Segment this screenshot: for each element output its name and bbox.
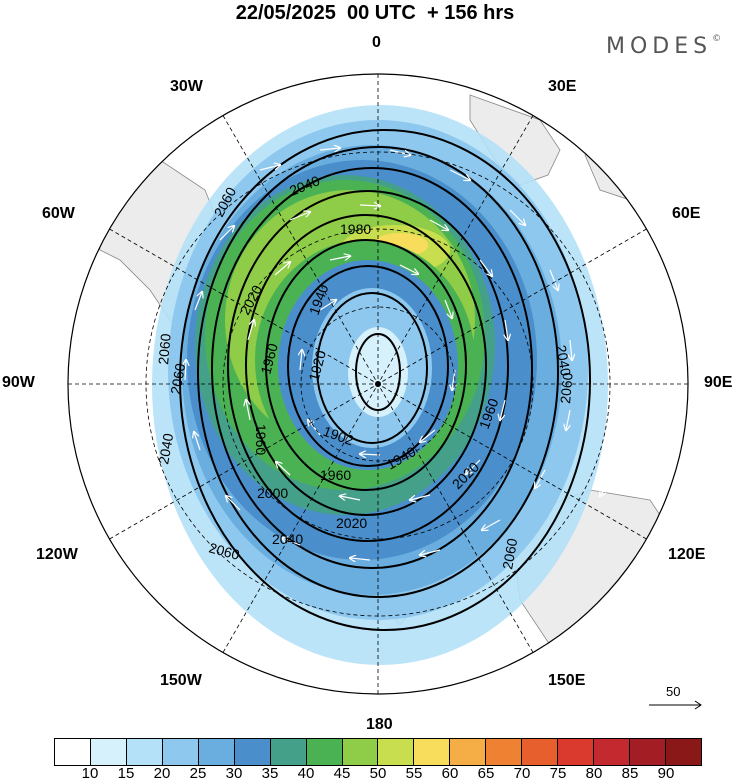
- colorbar-tick-label: 40: [297, 765, 315, 782]
- polar-map: 2060 2040 1980 2020 1940 1920 1960 2060 …: [67, 73, 689, 695]
- contour-label: 2060: [499, 537, 520, 571]
- lon-label-0: 0: [372, 34, 381, 51]
- colorbar-segment: [486, 739, 523, 765]
- colorbar-tick-label: 35: [261, 765, 279, 782]
- lon-label-30e: 30E: [548, 78, 577, 95]
- contour-label: 1920: [305, 348, 329, 382]
- lon-label-60w: 60W: [42, 205, 75, 222]
- contour-label: 2020: [336, 515, 367, 531]
- map-body: [68, 74, 688, 694]
- colorbar-tick-label: 30: [225, 765, 243, 782]
- lon-label-60e: 60E: [672, 205, 701, 222]
- colorbar-ticks: 10 15 20 25 30 35 40 45 50 55 60 65 70 75 80 85 90: [54, 766, 702, 782]
- contour-label: 1960: [253, 424, 269, 455]
- colorbar-segment: [162, 739, 199, 765]
- colorbar-segment: [450, 739, 487, 765]
- contour-label: 2040: [155, 432, 176, 466]
- colorbar-tick-label: 70: [513, 765, 531, 782]
- contour-label: 2060: [557, 372, 576, 405]
- colorbar-tick-label: 45: [333, 765, 351, 782]
- colorbar-tick-label: 10: [81, 765, 99, 782]
- colorbar-segment: [198, 739, 235, 765]
- pole-marker: [375, 381, 381, 387]
- colorbar-tick-label: 15: [117, 765, 135, 782]
- colorbar-tick-label: 20: [153, 765, 171, 782]
- lon-label-150e: 150E: [548, 672, 586, 689]
- contour-label: 1980: [340, 221, 371, 237]
- lon-label-120w: 120W: [36, 546, 78, 563]
- colorbar-segment: [594, 739, 630, 765]
- colorbar-tick-label: 65: [477, 765, 495, 782]
- contour-label: 2060: [207, 539, 241, 563]
- colorbar-segment: [522, 739, 559, 765]
- contour-label: 2040: [272, 531, 303, 547]
- colorbar-tick-label: 90: [657, 765, 675, 782]
- colorbar-segment: [55, 739, 91, 765]
- wind-vectors: [99, 148, 640, 572]
- lon-label-90e: 90E: [704, 374, 733, 391]
- colorbar-tick-label: 25: [189, 765, 207, 782]
- map-boundary: [67, 73, 689, 695]
- colorbar-segment: [665, 739, 701, 765]
- contour-label: 2060: [167, 362, 188, 396]
- colorbar-segment: [90, 739, 127, 765]
- lon-label-30w: 30W: [170, 78, 203, 95]
- colorbar-segment: [306, 739, 343, 765]
- colorbar: [54, 738, 702, 766]
- contour-label: 2060: [155, 333, 174, 366]
- contour-label: 1960: [257, 341, 281, 375]
- colorbar-segment: [234, 739, 271, 765]
- colorbar-tick-label: 80: [585, 765, 603, 782]
- lon-label-180: 180: [366, 716, 393, 733]
- brand-mark: ©: [712, 33, 722, 44]
- colorbar-segment: [414, 739, 451, 765]
- colorbar-segment: [342, 739, 379, 765]
- reference-vector-arrow: [649, 700, 702, 710]
- colorbar-tick-label: 75: [549, 765, 567, 782]
- colorbar-segment: [270, 739, 307, 765]
- colorbar-tick-label: 85: [621, 765, 639, 782]
- contour-label: 2000: [257, 485, 288, 501]
- lon-label-120e: 120E: [668, 546, 706, 563]
- colorbar-segment: [630, 739, 666, 765]
- colorbar-segment: [126, 739, 163, 765]
- contour-label: 2040: [553, 344, 574, 378]
- contour-label: 1960: [320, 467, 351, 483]
- brand-logo: MODES©: [606, 34, 721, 59]
- reference-vector-label: 50: [666, 684, 681, 699]
- brand-text: MODES: [606, 34, 713, 59]
- colorbar-tick-label: 55: [405, 765, 423, 782]
- colorbar-tick-label: 50: [369, 765, 387, 782]
- lon-label-150w: 150W: [160, 672, 202, 689]
- chart-title: 22/05/2025 00 UTC + 156 hrs: [235, 2, 515, 24]
- colorbar-segment: [378, 739, 415, 765]
- colorbar-tick-label: 60: [441, 765, 459, 782]
- lon-label-90w: 90W: [2, 374, 35, 391]
- colorbar-segment: [558, 739, 595, 765]
